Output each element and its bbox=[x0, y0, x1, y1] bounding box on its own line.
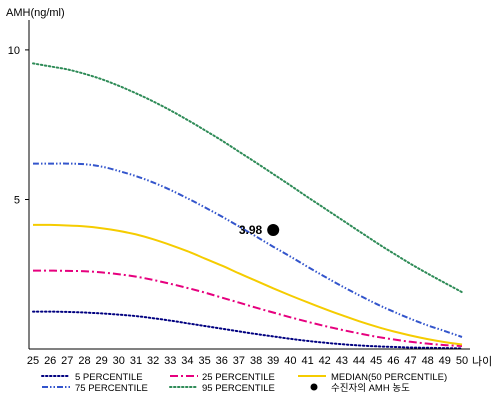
x-tick-label: 25 bbox=[27, 355, 39, 367]
legend-label-95-percentile: 95 PERCENTILE bbox=[202, 383, 275, 394]
x-tick-label: 49 bbox=[439, 355, 451, 367]
legend-label-75-percentile: 75 PERCENTILE bbox=[75, 383, 148, 394]
series-line-95-percentile bbox=[32, 62, 463, 294]
x-tick-label: 27 bbox=[61, 355, 73, 367]
percentile-curves bbox=[32, 62, 463, 350]
x-tick-label: 44 bbox=[353, 355, 365, 367]
axis-ticks: 25 26 27 28 29 30 31 32 33 34 35 36 37 38 39 40 41 42 43 44… bbox=[8, 45, 468, 367]
x-tick-label: 46 bbox=[387, 355, 399, 367]
x-tick-label: 32 bbox=[147, 355, 159, 367]
legend: 5 PERCENTILE 25 PERCENTILE MEDIAN(50 PER… bbox=[41, 372, 447, 394]
y-tick-label: 10 bbox=[8, 45, 20, 57]
x-tick-label: 50 bbox=[456, 355, 468, 367]
x-tick-label: 33 bbox=[164, 355, 176, 367]
legend-swatch-patient-marker bbox=[310, 383, 318, 391]
patient-amh-point bbox=[267, 224, 280, 236]
x-tick-label: 28 bbox=[78, 355, 90, 367]
x-tick-label: 45 bbox=[370, 355, 382, 367]
x-tick-label: 43 bbox=[336, 355, 348, 367]
x-tick-label: 37 bbox=[233, 355, 245, 367]
legend-label-5-percentile: 5 PERCENTILE bbox=[75, 372, 143, 383]
patient-marker: 3.98 bbox=[239, 223, 280, 237]
x-tick-label: 35 bbox=[198, 355, 210, 367]
legend-label-25-percentile: 25 PERCENTILE bbox=[202, 372, 275, 383]
x-tick-label: 41 bbox=[301, 355, 313, 367]
x-tick-label: 36 bbox=[216, 355, 228, 367]
patient-amh-value-label: 3.98 bbox=[239, 223, 263, 237]
x-tick-label: 40 bbox=[284, 355, 296, 367]
x-tick-label: 38 bbox=[250, 355, 262, 367]
y-axis-title: AMH(ng/ml) bbox=[6, 7, 65, 19]
x-tick-label: 48 bbox=[422, 355, 434, 367]
series-line-5-percentile bbox=[32, 310, 463, 350]
x-tick-label: 29 bbox=[95, 355, 107, 367]
x-tick-label: 39 bbox=[267, 355, 279, 367]
x-axis-title: 나이 bbox=[472, 355, 492, 368]
x-tick-label: 47 bbox=[404, 355, 416, 367]
x-tick-label: 42 bbox=[319, 355, 331, 367]
series-line-median-50-percentile bbox=[32, 223, 463, 346]
series-line-75-percentile bbox=[32, 162, 463, 338]
x-tick-label: 34 bbox=[181, 355, 193, 367]
x-tick-label: 26 bbox=[44, 355, 56, 367]
legend-label-patient-amh: 수진자의 AMH 농도 bbox=[331, 383, 410, 394]
axes: AMH(ng/ml) 나이 bbox=[6, 7, 492, 368]
y-tick-label: 5 bbox=[14, 195, 20, 207]
series-line-25-percentile bbox=[33, 269, 463, 347]
x-tick-label: 31 bbox=[130, 355, 142, 367]
legend-label-median: MEDIAN(50 PERCENTILE) bbox=[331, 372, 447, 383]
x-tick-label: 30 bbox=[113, 355, 125, 367]
